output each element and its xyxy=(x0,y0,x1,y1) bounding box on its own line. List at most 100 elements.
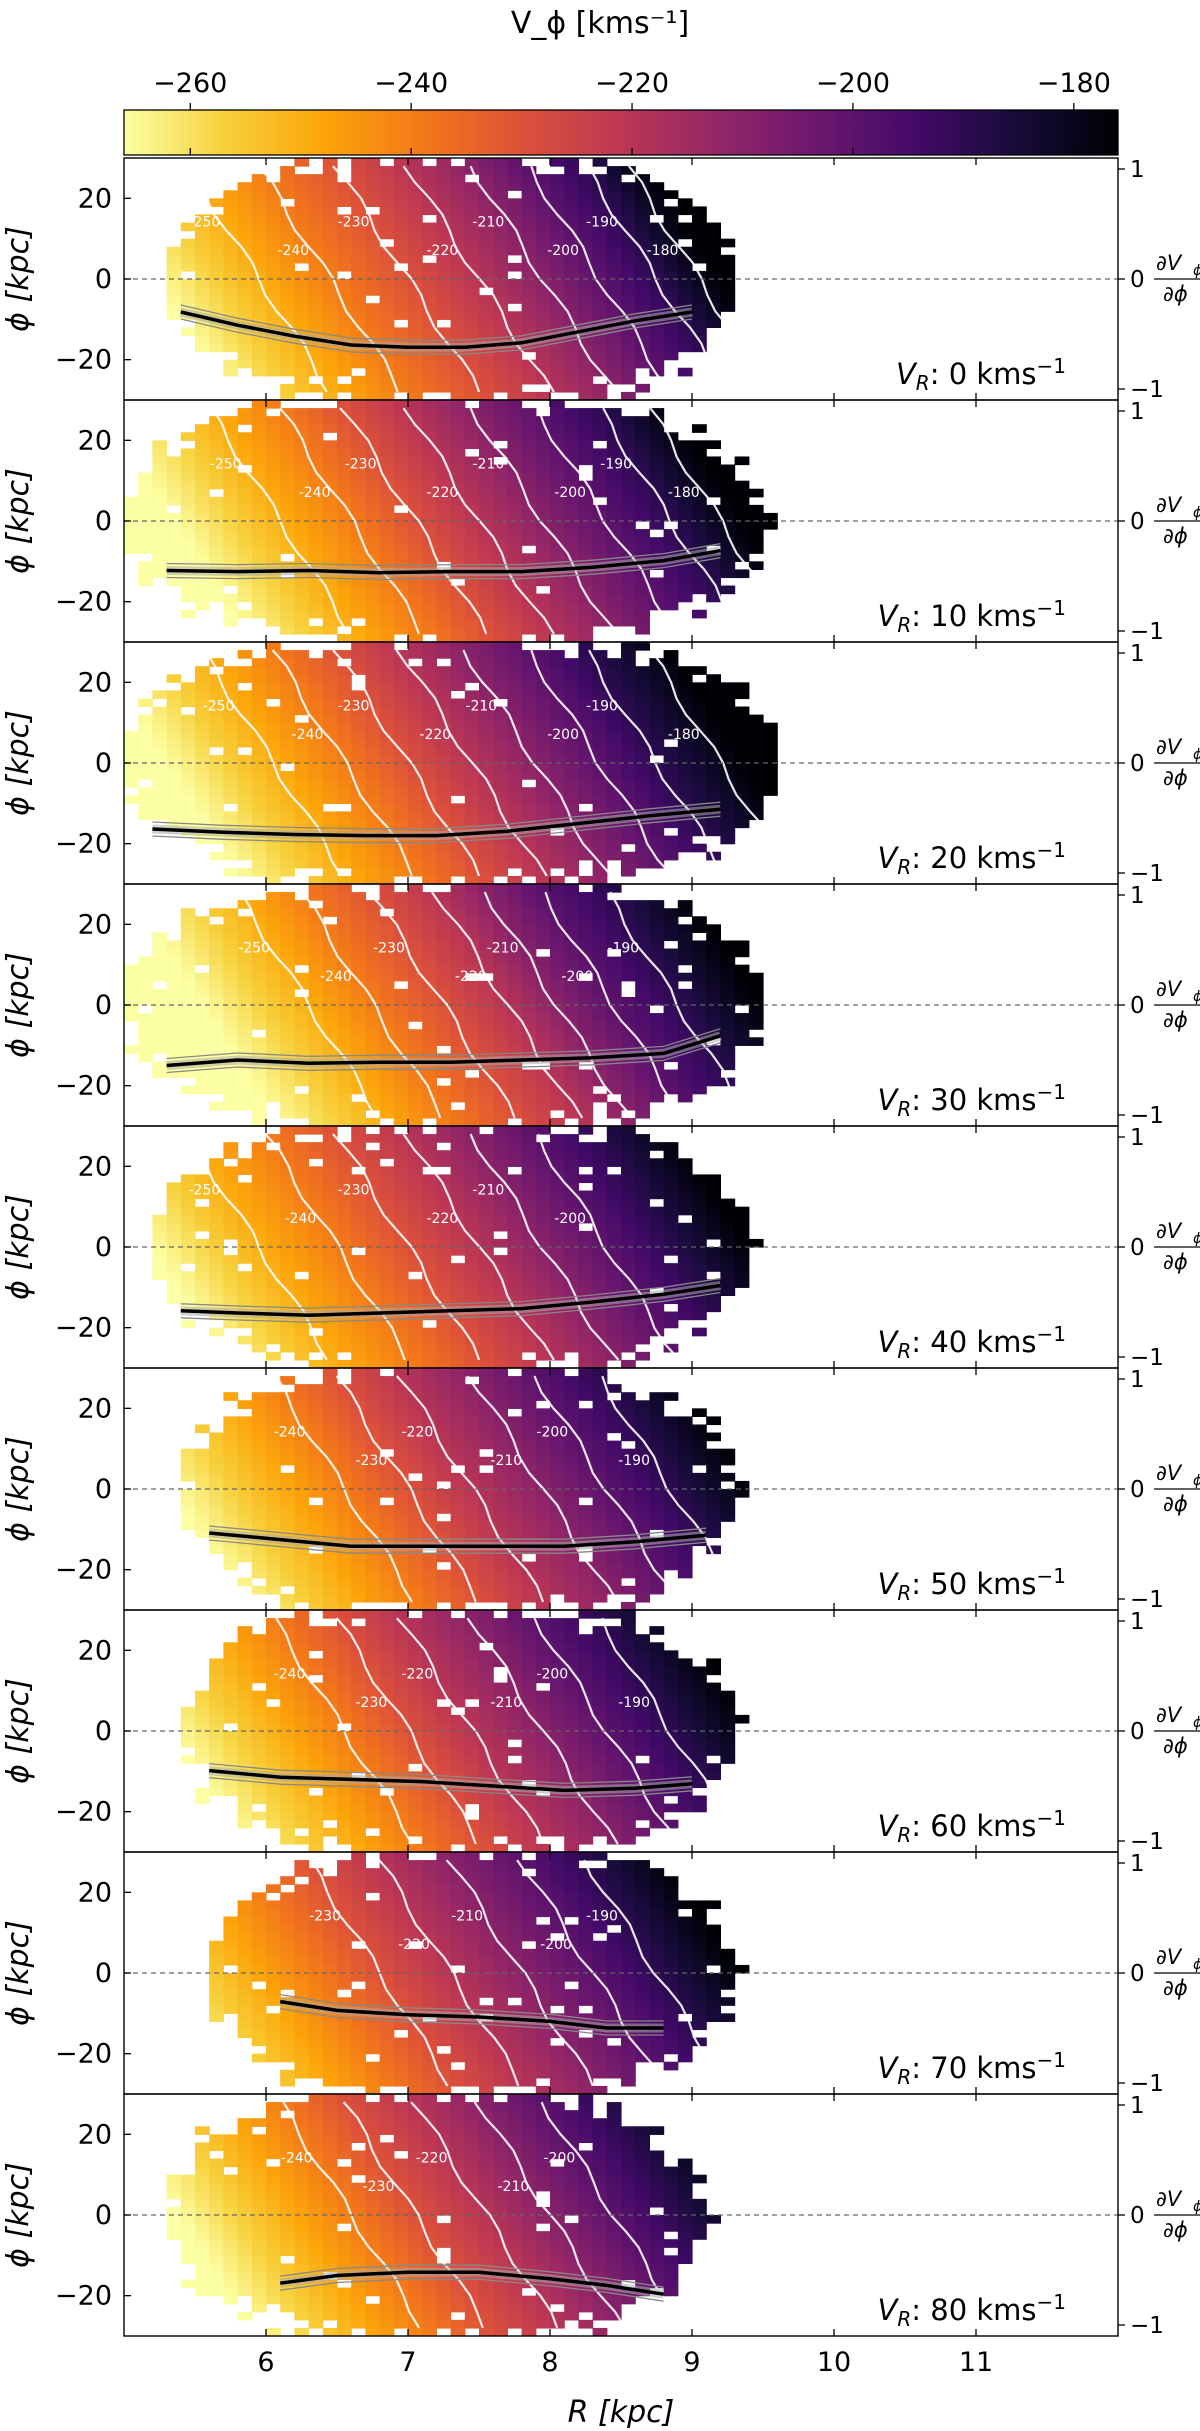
velocity-cell xyxy=(734,948,750,958)
velocity-cell xyxy=(280,1037,295,1046)
velocity-cell xyxy=(464,843,480,853)
velocity-cell xyxy=(464,633,480,642)
velocity-cell xyxy=(294,1351,310,1361)
velocity-cell xyxy=(535,932,551,942)
velocity-cell xyxy=(550,400,565,409)
velocity-cell xyxy=(521,1109,537,1119)
velocity-cell xyxy=(351,246,366,256)
velocity-cell xyxy=(237,1061,253,1071)
velocity-cell xyxy=(550,1045,565,1054)
velocity-cell xyxy=(592,432,608,441)
velocity-cell xyxy=(464,1037,480,1046)
velocity-cell xyxy=(379,432,395,441)
velocity-cell xyxy=(209,254,224,264)
velocity-cell xyxy=(251,746,267,756)
velocity-cell xyxy=(393,722,409,732)
velocity-cell xyxy=(564,287,579,296)
velocity-cell xyxy=(649,440,665,449)
velocity-cell xyxy=(578,682,594,691)
velocity-cell xyxy=(450,456,466,466)
y-tick-label: 20 xyxy=(78,425,112,456)
velocity-cell xyxy=(677,1093,693,1103)
velocity-cell xyxy=(663,964,679,974)
velocity-cell xyxy=(720,722,736,732)
velocity-cell xyxy=(237,811,253,821)
velocity-cell xyxy=(294,843,310,853)
velocity-cell xyxy=(677,843,693,853)
velocity-cell xyxy=(408,440,423,449)
velocity-cell xyxy=(351,480,366,490)
velocity-cell xyxy=(351,1238,366,1248)
velocity-cell xyxy=(379,1271,395,1280)
velocity-cell xyxy=(209,1190,224,1200)
velocity-cell xyxy=(663,754,679,764)
velocity-cell xyxy=(294,311,310,320)
contour-label: -180 xyxy=(668,727,700,743)
velocity-cell xyxy=(379,722,395,732)
velocity-cell xyxy=(351,1037,366,1046)
velocity-cell xyxy=(436,182,452,191)
velocity-cell xyxy=(408,391,423,400)
velocity-cell xyxy=(493,884,508,893)
velocity-cell xyxy=(195,803,210,812)
velocity-cell xyxy=(195,440,210,449)
velocity-cell xyxy=(180,1238,196,1248)
velocity-cell xyxy=(266,335,281,345)
velocity-cell xyxy=(763,512,778,522)
velocity-cell xyxy=(592,706,608,716)
velocity-cell xyxy=(166,722,182,732)
velocity-cell xyxy=(351,174,366,183)
velocity-cell xyxy=(195,1287,210,1296)
velocity-cell xyxy=(322,529,338,538)
velocity-cell xyxy=(280,464,295,474)
velocity-cell xyxy=(223,1069,239,1079)
velocity-cell xyxy=(621,440,636,449)
velocity-cell xyxy=(166,1013,182,1022)
velocity-cell xyxy=(464,988,480,998)
velocity-cell xyxy=(294,674,310,683)
velocity-cell xyxy=(578,456,594,466)
velocity-cell xyxy=(592,1061,608,1071)
velocity-cell xyxy=(351,303,366,312)
velocity-cell xyxy=(677,900,693,909)
velocity-cell xyxy=(365,658,381,667)
velocity-cell xyxy=(266,867,281,877)
velocity-cell xyxy=(209,682,224,691)
velocity-cell xyxy=(606,730,622,740)
velocity-cell xyxy=(209,1077,224,1087)
velocity-cell xyxy=(351,335,366,345)
velocity-cell xyxy=(734,803,750,812)
velocity-cell xyxy=(592,827,608,837)
velocity-cell xyxy=(493,166,508,175)
velocity-cell xyxy=(166,472,182,482)
velocity-cell xyxy=(280,900,295,909)
velocity-cell xyxy=(621,198,636,207)
velocity-cell xyxy=(663,254,679,264)
velocity-cell xyxy=(422,448,437,458)
velocity-cell xyxy=(564,601,579,611)
velocity-cell xyxy=(507,1109,523,1119)
velocity-cell xyxy=(379,851,395,861)
velocity-cell xyxy=(748,803,764,812)
velocity-cell xyxy=(337,674,352,683)
velocity-cell xyxy=(322,682,338,691)
velocity-cell xyxy=(706,1005,721,1014)
velocity-cell xyxy=(592,206,608,216)
velocity-cell xyxy=(535,746,551,756)
velocity-cell xyxy=(294,625,310,635)
velocity-cell xyxy=(592,408,608,417)
velocity-cell xyxy=(266,1037,281,1046)
velocity-cell xyxy=(351,553,366,562)
velocity-cell xyxy=(564,440,579,449)
y-tick-label: 0 xyxy=(95,990,112,1021)
velocity-cell xyxy=(280,585,295,595)
velocity-cell xyxy=(280,537,295,546)
velocity-cell xyxy=(251,182,267,191)
velocity-cell xyxy=(379,174,395,183)
velocity-cell xyxy=(195,1085,210,1095)
velocity-cell xyxy=(294,359,310,369)
velocity-cell xyxy=(535,972,551,982)
velocity-cell xyxy=(692,609,707,619)
velocity-cell xyxy=(493,319,508,328)
velocity-cell xyxy=(393,238,409,248)
